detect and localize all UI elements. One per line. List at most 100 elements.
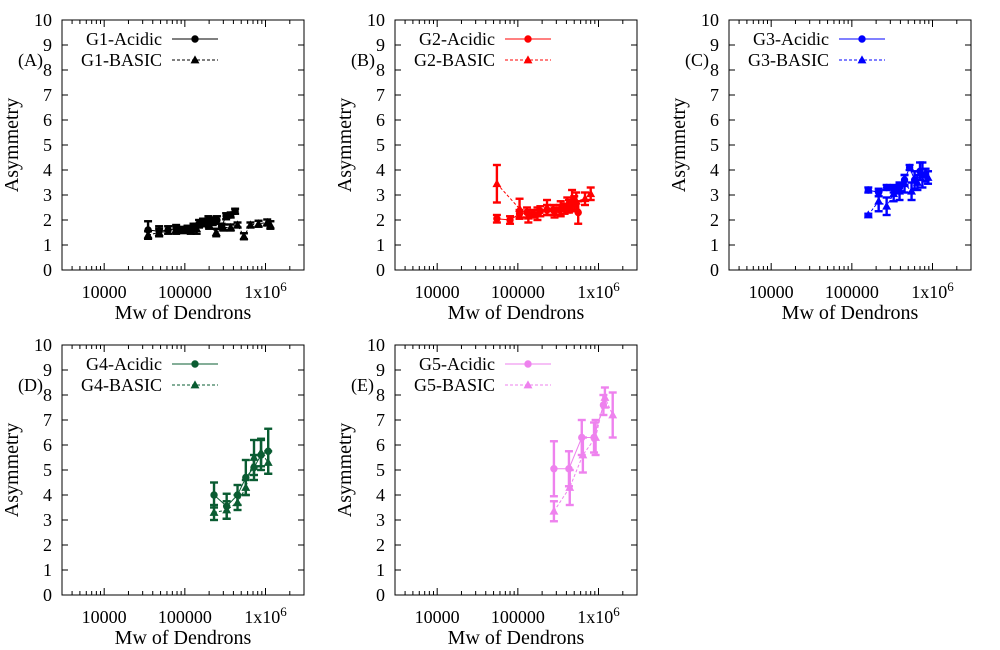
y-tick-label: 4 [710, 160, 719, 180]
y-tick-label: 6 [43, 435, 52, 455]
y-tick-label: 0 [43, 585, 52, 605]
y-tick-label: 2 [376, 535, 385, 555]
y-axis-title: Asymmetry [1, 98, 23, 192]
y-tick-label: 1 [376, 235, 385, 255]
data-point [907, 186, 917, 195]
data-point [213, 216, 221, 224]
data-point [863, 210, 873, 219]
y-tick-label: 3 [376, 510, 385, 530]
y-tick-label: 10 [701, 10, 719, 30]
data-point [912, 177, 922, 186]
legend-marker [190, 55, 200, 64]
data-point [542, 202, 552, 211]
y-tick-label: 6 [43, 110, 52, 130]
legend-marker [524, 360, 532, 368]
y-tick-label: 5 [376, 135, 385, 155]
legend-label: G2-Acidic [419, 29, 495, 49]
y-tick-label: 5 [376, 460, 385, 480]
data-point [186, 225, 196, 234]
y-tick-label: 1 [376, 560, 385, 580]
panel-label: (A) [18, 50, 43, 71]
y-tick-label: 2 [710, 210, 719, 230]
y-tick-label: 5 [43, 460, 52, 480]
y-tick-label: 5 [710, 135, 719, 155]
y-tick-label: 0 [376, 260, 385, 280]
x-tick-label: 1x106 [244, 604, 287, 627]
y-tick-label: 4 [43, 160, 52, 180]
data-point [171, 225, 181, 234]
data-point [154, 227, 164, 236]
data-point [882, 201, 892, 210]
data-point [905, 163, 914, 172]
series-basic [492, 163, 596, 224]
data-point [600, 392, 610, 401]
x-tick-label: 1x106 [244, 279, 287, 302]
y-tick-label: 2 [43, 535, 52, 555]
panel-label: (D) [18, 375, 43, 396]
series-basic [863, 161, 933, 219]
y-tick-label: 3 [710, 185, 719, 205]
data-point [239, 231, 249, 240]
legend-label: G4-BASIC [81, 375, 162, 395]
x-axis-title: Mw of Dendrons [448, 627, 585, 649]
y-tick-label: 8 [710, 60, 719, 80]
data-point [198, 217, 208, 226]
y-tick-label: 7 [376, 85, 385, 105]
data-point [178, 225, 188, 234]
data-point [192, 224, 202, 233]
y-tick-label: 9 [376, 35, 385, 55]
legend-label: G4-Acidic [86, 354, 162, 374]
y-tick-label: 7 [710, 85, 719, 105]
y-tick-label: 6 [376, 435, 385, 455]
x-tick-label: 100000 [825, 282, 879, 302]
x-axis-title: Mw of Dendrons [782, 302, 919, 324]
data-point [917, 170, 927, 179]
legend-label: G5-Acidic [419, 354, 495, 374]
y-tick-label: 4 [376, 485, 385, 505]
data-point [549, 506, 559, 515]
data-point [233, 497, 242, 506]
y-tick-label: 9 [43, 35, 52, 55]
legend-marker [190, 380, 200, 389]
y-tick-label: 9 [710, 35, 719, 55]
data-point [210, 491, 218, 499]
x-axis-title: Mw of Dendrons [115, 627, 252, 649]
series-acidic [549, 393, 608, 498]
legend-marker [523, 380, 533, 389]
data-point [556, 204, 566, 213]
data-point [204, 220, 214, 229]
panel-label: (C) [685, 50, 709, 71]
y-tick-label: 7 [43, 410, 52, 430]
y-tick-label: 10 [34, 335, 52, 355]
legend-marker [857, 55, 867, 64]
x-tick-label: 1x106 [911, 279, 954, 302]
y-tick-label: 8 [43, 385, 52, 405]
y-tick-label: 10 [367, 335, 385, 355]
legend-label: G5-BASIC [414, 375, 495, 395]
x-tick-label: 10000 [415, 282, 460, 302]
x-tick-label: 1x106 [577, 279, 620, 302]
y-tick-label: 6 [710, 110, 719, 130]
x-tick-label: 10000 [82, 607, 127, 627]
series-basic [549, 386, 618, 523]
x-axis-title: Mw of Dendrons [448, 302, 585, 324]
y-tick-label: 2 [43, 210, 52, 230]
y-tick-label: 2 [376, 210, 385, 230]
y-tick-label: 3 [376, 185, 385, 205]
data-point [889, 189, 899, 198]
data-point [226, 222, 236, 231]
x-tick-label: 1x106 [577, 604, 620, 627]
legend-label: G2-BASIC [414, 50, 495, 70]
legend-label: G1-Acidic [86, 29, 162, 49]
x-axis-title: Mw of Dendrons [115, 302, 252, 324]
y-axis-title: Asymmetry [334, 98, 356, 192]
legend-label: G3-BASIC [748, 50, 829, 70]
data-point [211, 227, 221, 236]
data-point [209, 507, 219, 516]
